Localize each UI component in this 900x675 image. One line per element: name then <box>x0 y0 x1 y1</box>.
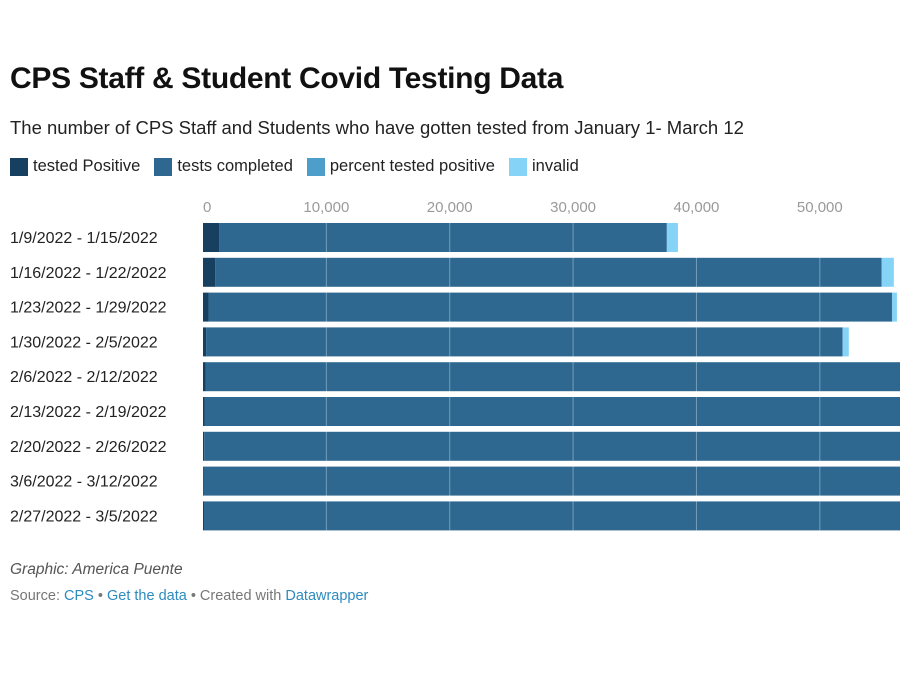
created-with-text: • Created with <box>190 588 282 604</box>
bar-segment <box>842 327 849 357</box>
bar-segment <box>203 327 207 357</box>
bar-segment <box>203 466 900 496</box>
bar-segment <box>203 431 205 461</box>
bar-segment <box>203 501 900 531</box>
chart-subtitle: The number of CPS Staff and Students who… <box>10 117 744 138</box>
legend-swatch-tested-positive <box>10 157 28 176</box>
source-separator: • <box>97 588 103 604</box>
bar-segment <box>203 292 209 322</box>
category-label: 2/20/2022 - 2/26/2022 <box>10 439 167 456</box>
legend-label-invalid: invalid <box>531 157 579 175</box>
legend: tested Positive tests completed percent … <box>10 157 593 176</box>
source-line: Source: CPS • Get the data • Created wit… <box>10 588 368 604</box>
category-label: 2/27/2022 - 3/5/2022 <box>10 508 158 525</box>
category-label: 1/23/2022 - 1/29/2022 <box>10 300 167 317</box>
bar-segment <box>206 327 843 357</box>
bar-segment <box>203 223 220 252</box>
bar-segment <box>219 223 667 252</box>
category-label: 3/6/2022 - 3/12/2022 <box>10 474 158 491</box>
get-the-data-link[interactable]: Get the data <box>106 588 187 604</box>
legend-item-tests-completed: tests completed <box>154 157 293 176</box>
bar-segment <box>204 397 900 426</box>
bar-segment <box>208 292 892 322</box>
x-tick-label: 50,000 <box>797 199 843 216</box>
legend-label-percent-tested-positive: percent tested positive <box>329 157 495 175</box>
category-label: 1/30/2022 - 2/5/2022 <box>10 334 158 351</box>
legend-swatch-percent-tested-positive <box>306 157 325 176</box>
x-tick-label: 20,000 <box>427 199 473 216</box>
category-label: 2/13/2022 - 2/19/2022 <box>10 404 167 421</box>
bar-chart: 0 10,000 20,000 30,000 40,000 50,000 1/9/2022 … <box>10 199 900 531</box>
legend-swatch-invalid <box>508 157 527 176</box>
legend-label-tested-positive: tested Positive <box>33 157 141 175</box>
x-tick-label: 30,000 <box>550 199 596 216</box>
bar-segment <box>891 292 897 322</box>
legend-item-percent-tested-positive: percent tested positive <box>306 157 495 176</box>
legend-label-tests-completed: tests completed <box>177 157 293 175</box>
bar-segment <box>203 397 205 426</box>
bar-segment <box>881 257 894 287</box>
x-tick-label: 0 <box>203 199 211 216</box>
bar-segment <box>203 466 204 496</box>
bar-segment <box>203 257 216 287</box>
datawrapper-link[interactable]: Datawrapper <box>285 588 369 604</box>
category-label: 1/16/2022 - 1/22/2022 <box>10 265 167 282</box>
graphic-credit: Graphic: America Puente <box>10 561 183 578</box>
source-link-cps[interactable]: CPS <box>64 588 94 604</box>
category-label: 2/6/2022 - 2/12/2022 <box>10 369 158 386</box>
category-label: 1/9/2022 - 1/15/2022 <box>10 230 158 247</box>
bar-segment <box>666 223 678 252</box>
x-tick-label: 40,000 <box>674 199 720 216</box>
source-prefix: Source: <box>10 588 60 604</box>
x-tick-label: 10,000 <box>303 199 349 216</box>
bar-segment <box>215 257 882 287</box>
bar-segment <box>205 362 900 392</box>
legend-item-invalid: invalid <box>508 157 579 176</box>
bar-segment <box>203 362 206 392</box>
legend-swatch-tests-completed <box>154 157 173 176</box>
bar-segment <box>203 501 204 531</box>
bar-segment <box>204 431 900 461</box>
chart-title: CPS Staff & Student Covid Testing Data <box>10 62 564 95</box>
legend-item-tested-positive: tested Positive <box>10 157 140 176</box>
